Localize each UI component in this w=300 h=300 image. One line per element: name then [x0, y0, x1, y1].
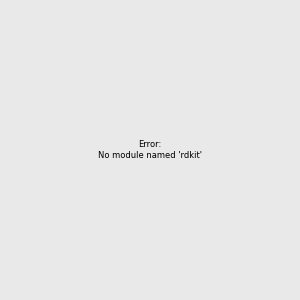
Text: Error:
No module named 'rdkit': Error: No module named 'rdkit'	[98, 140, 202, 160]
